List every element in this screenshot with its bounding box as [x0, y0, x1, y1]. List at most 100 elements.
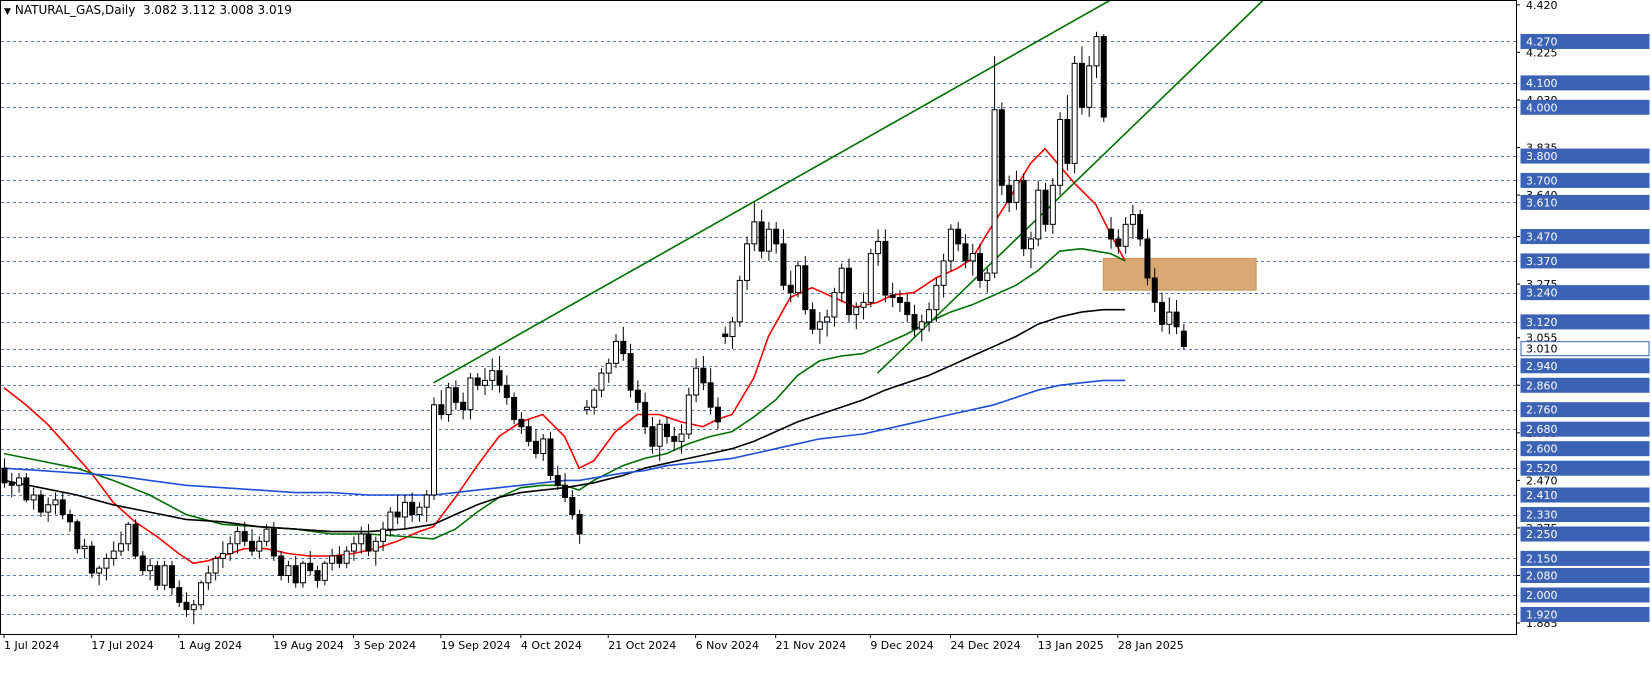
candle-body[interactable] — [627, 353, 634, 391]
candle-body[interactable] — [299, 562, 306, 584]
candle-body[interactable] — [853, 306, 860, 316]
candle-body[interactable] — [1093, 36, 1100, 67]
candle-body[interactable] — [67, 514, 74, 523]
trendline[interactable] — [433, 0, 1111, 384]
candle-body[interactable] — [576, 514, 583, 535]
candle-body[interactable] — [416, 506, 423, 516]
candle-body[interactable] — [911, 314, 918, 330]
candle-body[interactable] — [1020, 179, 1027, 250]
candle-body[interactable] — [190, 604, 197, 611]
candle-body[interactable] — [642, 401, 649, 428]
candle-body[interactable] — [1013, 179, 1020, 203]
candle-body[interactable] — [918, 321, 925, 330]
candle-body[interactable] — [649, 426, 656, 447]
candle-body[interactable] — [663, 423, 670, 437]
candle-body[interactable] — [285, 565, 292, 576]
candle-body[interactable] — [605, 362, 612, 374]
candle-body[interactable] — [307, 562, 314, 572]
candle-body[interactable] — [926, 309, 933, 323]
candle-body[interactable] — [700, 367, 707, 384]
candle-body[interactable] — [751, 221, 758, 245]
candle-body[interactable] — [125, 523, 132, 545]
candle-body[interactable] — [321, 562, 328, 581]
candle-body[interactable] — [809, 309, 816, 330]
candle-body[interactable] — [249, 540, 256, 552]
candle-body[interactable] — [518, 418, 525, 428]
candle-body[interactable] — [8, 482, 15, 486]
candle-body[interactable] — [409, 501, 416, 516]
candle-body[interactable] — [88, 545, 95, 574]
candle-body[interactable] — [787, 284, 794, 294]
title-dropdown-icon[interactable]: ▼ — [4, 7, 11, 17]
candle-body[interactable] — [1173, 311, 1180, 328]
candle-body[interactable] — [372, 540, 379, 552]
candle-body[interactable] — [838, 267, 845, 294]
candle-body[interactable] — [234, 531, 241, 545]
candle-body[interactable] — [867, 253, 874, 303]
candle-body[interactable] — [613, 340, 620, 364]
candle-body[interactable] — [591, 389, 598, 408]
candle-body[interactable] — [460, 401, 467, 411]
candle-body[interactable] — [219, 553, 226, 559]
candle-body[interactable] — [947, 228, 954, 262]
candle-body[interactable] — [1035, 189, 1042, 240]
candle-body[interactable] — [845, 267, 852, 316]
candle-body[interactable] — [1115, 238, 1122, 247]
candle-body[interactable] — [831, 292, 838, 318]
candle-body[interactable] — [423, 494, 430, 508]
candle-body[interactable] — [693, 367, 700, 396]
candle-body[interactable] — [1151, 277, 1158, 303]
candle-body[interactable] — [1086, 65, 1093, 108]
candle-body[interactable] — [1159, 301, 1166, 325]
candle-body[interactable] — [569, 496, 576, 516]
candle-body[interactable] — [598, 372, 605, 391]
candle-body[interactable] — [103, 557, 110, 569]
candle-body[interactable] — [685, 394, 692, 435]
candle-body[interactable] — [875, 240, 882, 255]
candle-body[interactable] — [496, 370, 503, 386]
candle-body[interactable] — [780, 243, 787, 286]
candle-body[interactable] — [998, 109, 1005, 186]
candle-body[interactable] — [401, 501, 408, 518]
candle-body[interactable] — [154, 565, 161, 586]
candle-body[interactable] — [37, 494, 44, 513]
candle-body[interactable] — [1057, 118, 1064, 186]
candle-body[interactable] — [532, 440, 539, 455]
candle-body[interactable] — [882, 240, 889, 296]
candle-body[interactable] — [977, 253, 984, 281]
candle-body[interactable] — [343, 550, 350, 564]
candle-body[interactable] — [1071, 62, 1078, 164]
candle-body[interactable] — [736, 279, 743, 323]
candle-body[interactable] — [45, 504, 52, 513]
candle-body[interactable] — [489, 370, 496, 381]
candle-body[interactable] — [744, 243, 751, 281]
candle-body[interactable] — [198, 582, 205, 606]
candle-body[interactable] — [1166, 311, 1173, 325]
candle-body[interactable] — [765, 228, 772, 252]
candle-body[interactable] — [991, 109, 998, 274]
candle-body[interactable] — [620, 340, 627, 355]
candle-body[interactable] — [904, 301, 911, 316]
candle-body[interactable] — [452, 387, 459, 403]
candle-body[interactable] — [562, 484, 569, 498]
candle-body[interactable] — [241, 531, 248, 542]
candle-body[interactable] — [147, 565, 154, 572]
candle-body[interactable] — [16, 477, 23, 486]
candle-body[interactable] — [1108, 228, 1115, 240]
candle-body[interactable] — [1180, 330, 1187, 348]
candle-body[interactable] — [183, 601, 190, 611]
candle-body[interactable] — [1137, 214, 1144, 240]
candle-body[interactable] — [278, 555, 285, 576]
candle-body[interactable] — [481, 379, 488, 386]
candle-body[interactable] — [329, 555, 336, 564]
candle-body[interactable] — [176, 587, 183, 603]
candle-body[interactable] — [525, 426, 532, 442]
candle-body[interactable] — [23, 477, 30, 501]
candle-body[interactable] — [511, 396, 518, 420]
candle-body[interactable] — [431, 404, 438, 496]
candle-body[interactable] — [722, 333, 729, 338]
candle-body[interactable] — [889, 294, 896, 298]
candle-body[interactable] — [758, 221, 765, 252]
candle-body[interactable] — [263, 528, 270, 542]
candle-body[interactable] — [205, 572, 212, 584]
